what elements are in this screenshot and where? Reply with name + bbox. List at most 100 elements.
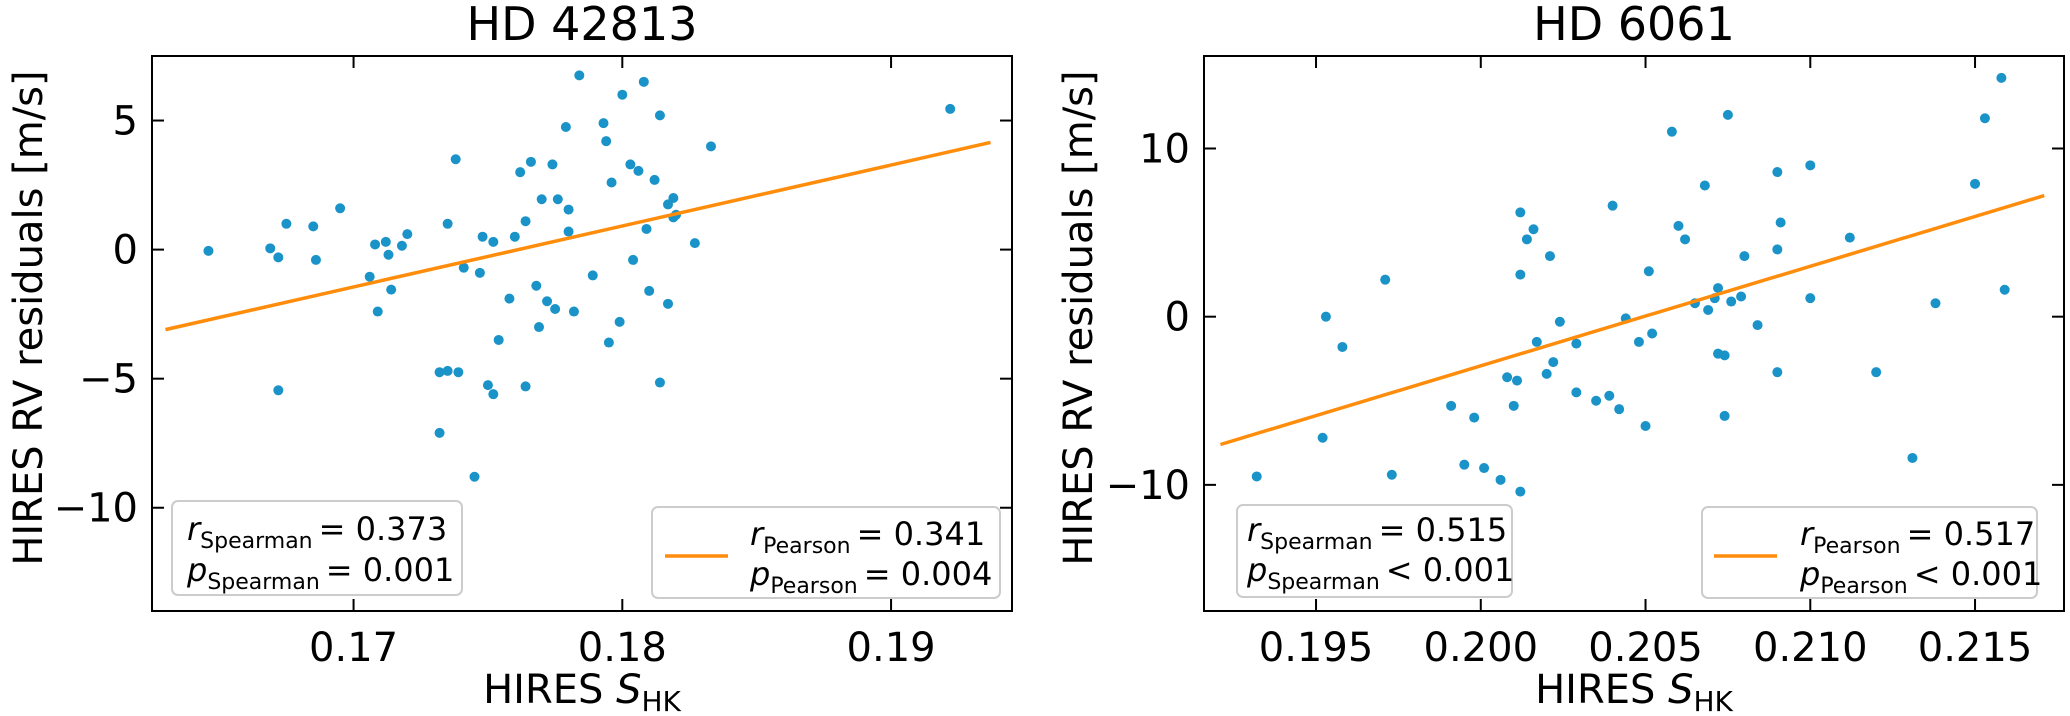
r-symbol: r bbox=[1800, 515, 1815, 553]
data-points bbox=[1251, 72, 2010, 497]
p-value: = 0.001 bbox=[326, 551, 455, 589]
x-tick-label: 0.200 bbox=[1424, 625, 1539, 671]
data-point bbox=[614, 316, 625, 327]
p-subscript: Pearson bbox=[1820, 574, 1907, 599]
panel-hd-42813: HD 42813 HIRES RV residuals [m/s] HIRES … bbox=[6, 0, 1013, 716]
data-point bbox=[434, 367, 445, 378]
r-subscript: Spearman bbox=[200, 529, 312, 554]
data-point bbox=[531, 280, 542, 291]
r-value: = 0.517 bbox=[1907, 515, 2036, 553]
data-point bbox=[450, 154, 461, 165]
data-point bbox=[265, 243, 276, 254]
data-point bbox=[1515, 269, 1526, 280]
r-symbol: r bbox=[1247, 511, 1262, 549]
data-point bbox=[534, 322, 544, 333]
data-point bbox=[493, 334, 504, 345]
x-axis-label-sub: HK bbox=[1694, 685, 1734, 716]
data-point bbox=[1571, 338, 1582, 349]
data-point bbox=[654, 377, 665, 388]
x-axis-label-var: S bbox=[1668, 667, 1693, 713]
legend-r-pearson: rPearson = 0.517 bbox=[1800, 515, 2035, 559]
data-point bbox=[1459, 459, 1470, 470]
data-point bbox=[598, 118, 609, 129]
data-point bbox=[1752, 320, 1763, 331]
data-point bbox=[1719, 410, 1730, 421]
data-point bbox=[310, 254, 321, 265]
data-point bbox=[1317, 432, 1328, 443]
legend-box bbox=[1236, 504, 1513, 598]
data-points bbox=[203, 70, 956, 482]
data-point bbox=[663, 298, 673, 309]
r-subscript: Spearman bbox=[1260, 530, 1372, 555]
data-point bbox=[633, 165, 644, 176]
data-point bbox=[1479, 463, 1490, 474]
y-tick-label: −5 bbox=[79, 357, 138, 403]
data-point bbox=[603, 337, 614, 348]
data-point bbox=[1502, 372, 1513, 383]
r-value: = 0.341 bbox=[857, 515, 986, 553]
p-symbol: p bbox=[186, 551, 207, 589]
data-point bbox=[504, 293, 515, 304]
data-point bbox=[453, 367, 464, 378]
p-symbol: p bbox=[749, 555, 770, 593]
data-point bbox=[1541, 368, 1552, 379]
x-axis-label-var: S bbox=[616, 667, 641, 713]
data-point bbox=[1999, 284, 2010, 295]
data-point bbox=[1386, 469, 1397, 480]
data-point bbox=[434, 427, 445, 438]
data-point bbox=[550, 303, 561, 314]
x-axis-label-sub: HK bbox=[642, 685, 682, 716]
legend-p-pearson: pPearson = 0.004 bbox=[749, 555, 992, 599]
data-point bbox=[1446, 400, 1457, 411]
chart-title: HD 42813 bbox=[467, 0, 698, 51]
data-point bbox=[273, 252, 284, 263]
data-point bbox=[638, 76, 649, 87]
data-point bbox=[1713, 283, 1724, 294]
data-point bbox=[482, 380, 493, 391]
legend-box bbox=[1701, 506, 2038, 599]
y-tick-label: 10 bbox=[1139, 127, 1190, 173]
data-point bbox=[1521, 234, 1532, 245]
legend-p-spearman: pSpearman < 0.001 bbox=[1246, 551, 1514, 595]
legend-spearman: rSpearman = 0.515 pSpearman < 0.001 bbox=[1236, 504, 1514, 598]
data-point bbox=[1805, 160, 1816, 171]
r-value: = 0.373 bbox=[319, 510, 448, 548]
legend-r-pearson: rPearson = 0.341 bbox=[750, 515, 985, 559]
fit-line-group bbox=[165, 140, 991, 332]
fit-line bbox=[1219, 193, 2045, 447]
data-point bbox=[442, 365, 453, 376]
y-axis-label: HIRES RV residuals [m/s] bbox=[1056, 70, 1102, 565]
p-value: < 0.001 bbox=[1386, 551, 1515, 589]
p-symbol: p bbox=[1799, 555, 1820, 593]
data-point bbox=[1930, 298, 1941, 309]
data-point bbox=[1907, 452, 1918, 463]
legend-p-pearson: pPearson < 0.001 bbox=[1799, 555, 2042, 599]
data-point bbox=[641, 223, 652, 234]
data-point bbox=[542, 296, 553, 307]
data-point bbox=[1251, 471, 1262, 482]
data-point bbox=[1726, 296, 1737, 307]
data-point bbox=[1604, 390, 1615, 401]
data-point bbox=[515, 167, 526, 178]
r-subscript: Pearson bbox=[763, 534, 850, 559]
data-point bbox=[488, 389, 499, 400]
data-point bbox=[547, 159, 558, 170]
data-point bbox=[364, 271, 375, 282]
data-point bbox=[617, 89, 628, 100]
y-tick-label: 0 bbox=[1165, 295, 1190, 341]
data-point bbox=[1512, 375, 1523, 386]
data-point bbox=[488, 236, 499, 247]
x-tick-label: 0.19 bbox=[847, 625, 936, 671]
fit-line-group bbox=[1219, 193, 2045, 447]
data-point bbox=[649, 174, 660, 185]
r-value: = 0.515 bbox=[1379, 511, 1508, 549]
axis-ticks: 0.195 0.200 0.205 0.210 0.215 −10 0 10 bbox=[1106, 56, 2064, 671]
data-point bbox=[281, 218, 292, 229]
r-symbol: r bbox=[187, 510, 202, 548]
data-point bbox=[706, 141, 716, 152]
x-axis-label: HIRES SHK bbox=[483, 667, 681, 716]
y-tick-label: −10 bbox=[54, 486, 138, 532]
plot-frame bbox=[151, 55, 1013, 612]
legend-p-spearman: pSpearman = 0.001 bbox=[186, 551, 454, 595]
legend-spearman: rSpearman = 0.373 pSpearman = 0.001 bbox=[171, 500, 463, 596]
